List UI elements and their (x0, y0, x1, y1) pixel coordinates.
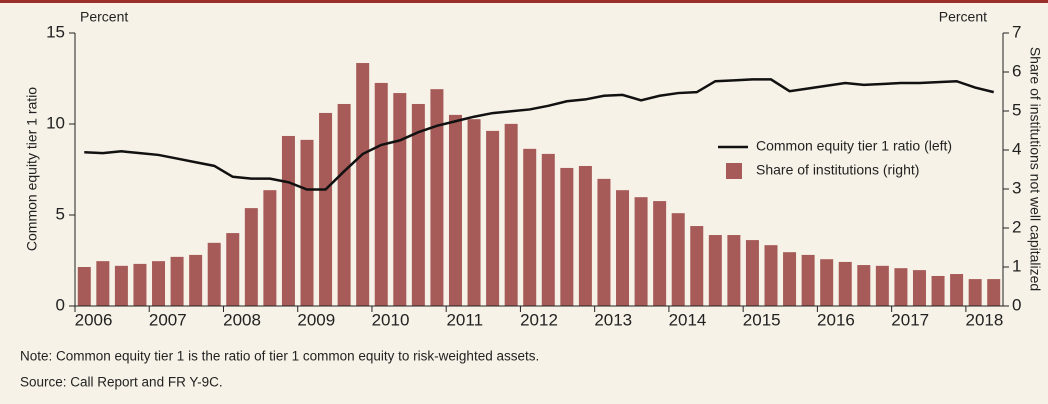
y2-tick-label: 1 (1012, 256, 1021, 275)
bar (653, 201, 667, 306)
y2-tick-label: 0 (1012, 295, 1021, 314)
y2-tick-label: 2 (1012, 217, 1021, 236)
bar (356, 63, 370, 306)
bar (541, 153, 555, 306)
x-tick-label: 2007 (149, 310, 187, 329)
bar (987, 279, 1001, 306)
bar (727, 235, 741, 306)
y2-tick-label: 5 (1012, 100, 1021, 119)
x-tick-label: 2013 (594, 310, 632, 329)
bar (931, 275, 945, 306)
bar (486, 130, 500, 306)
bar (337, 103, 351, 306)
legend-label: Common equity tier 1 ratio (left) (756, 138, 952, 154)
legend-swatch (726, 163, 742, 179)
x-tick-label: 2017 (891, 310, 929, 329)
y-tick-label: 15 (46, 22, 65, 41)
x-tick-label: 2016 (817, 310, 855, 329)
bar (708, 235, 722, 306)
bar (281, 135, 295, 306)
x-tick-label: 2014 (669, 310, 707, 329)
bar (263, 190, 277, 306)
bar (783, 252, 797, 306)
bar (319, 112, 333, 306)
x-tick-label: 2008 (223, 310, 261, 329)
bar (244, 208, 258, 306)
y-tick-label: 5 (56, 204, 65, 223)
bar (170, 256, 184, 306)
bar (448, 114, 462, 307)
bar (634, 197, 648, 306)
x-tick-label: 2010 (372, 310, 410, 329)
top-border (0, 0, 1048, 3)
bar (857, 265, 871, 306)
note: Note: Common equity tier 1 is the ratio … (20, 349, 539, 364)
bar (801, 254, 815, 306)
bar (133, 263, 147, 306)
y2-axis-label: Share of institutions not well capitaliz… (1027, 47, 1043, 291)
bar (523, 148, 537, 306)
legend-label: Share of institutions (right) (756, 162, 919, 178)
y2-tick-label: 3 (1012, 178, 1021, 197)
y2-tick-label: 7 (1012, 22, 1021, 41)
bar (430, 89, 444, 306)
y-title: Percent (80, 9, 128, 25)
bar (226, 233, 240, 306)
x-tick-label: 2012 (520, 310, 558, 329)
bar (745, 240, 759, 306)
x-tick-label: 2006 (75, 310, 113, 329)
bar (207, 242, 221, 306)
y2-tick-label: 6 (1012, 61, 1021, 80)
x-tick-label: 2015 (743, 310, 781, 329)
bar (411, 103, 425, 306)
bar (894, 268, 908, 306)
y-tick-label: 0 (56, 295, 65, 314)
bar (467, 119, 481, 306)
y-axis-label: Common equity tier 1 ratio (24, 87, 40, 251)
source: Source: Call Report and FR Y-9C. (20, 375, 223, 390)
bar (152, 261, 166, 306)
bar (504, 123, 518, 307)
bar (393, 93, 407, 306)
line (84, 78, 995, 191)
bar (764, 245, 778, 306)
bar (77, 267, 91, 306)
bar (820, 259, 834, 306)
bar (114, 265, 128, 306)
y2-title: Percent (939, 9, 987, 25)
bar (374, 82, 388, 306)
bar (838, 261, 852, 306)
x-tick-label: 2011 (446, 310, 483, 329)
bar (189, 254, 203, 306)
bar (560, 167, 574, 306)
y2-tick-label: 4 (1012, 139, 1021, 158)
y-tick-label: 10 (46, 113, 65, 132)
bar (597, 178, 611, 306)
bar (690, 226, 704, 306)
bar (578, 165, 592, 306)
x-tick-label: 2018 (966, 310, 1004, 329)
bar (616, 190, 630, 306)
bar (950, 274, 964, 306)
x-tick-label: 2009 (297, 310, 335, 329)
bar (968, 279, 982, 306)
bar (875, 265, 889, 306)
bar (96, 261, 110, 306)
bar (300, 139, 314, 306)
bar (912, 270, 926, 306)
bar (671, 213, 685, 306)
